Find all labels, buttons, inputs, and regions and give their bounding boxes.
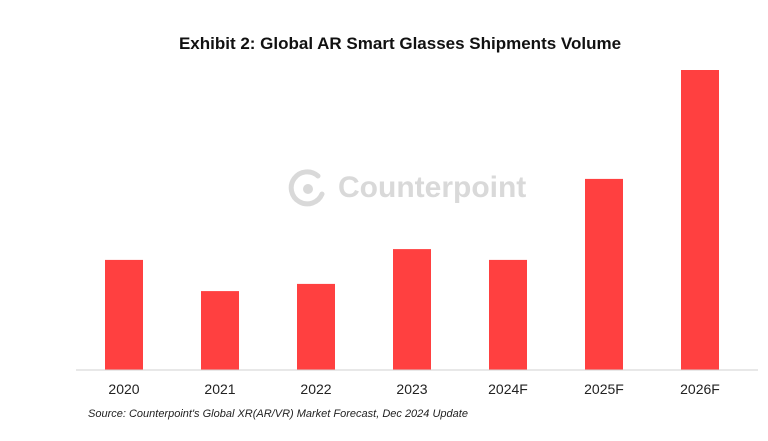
bar-2024F	[489, 259, 527, 370]
bar-2025F	[585, 178, 623, 370]
x-tick-label: 2026F	[680, 381, 720, 397]
x-tick-label: 2021	[204, 381, 235, 397]
watermark-text: Counterpoint	[338, 171, 527, 204]
source-note: Source: Counterpoint's Global XR(AR/VR) …	[88, 408, 468, 420]
x-tick-label: 2020	[108, 381, 139, 397]
bar-2023	[393, 249, 431, 370]
bar-2026F	[681, 70, 719, 370]
x-tick-label: 2022	[300, 381, 331, 397]
bar-2021	[201, 291, 239, 370]
bar-2020	[105, 259, 143, 370]
counterpoint-logo-icon	[288, 169, 325, 207]
x-tick-label: 2023	[396, 381, 427, 397]
watermark-logo: Counterpoint	[288, 168, 526, 208]
x-tick-label: 2025F	[584, 381, 624, 397]
chart-title: Exhibit 2: Global AR Smart Glasses Shipm…	[178, 34, 622, 53]
x-tick-label: 2024F	[488, 381, 528, 397]
bar-2022	[297, 283, 335, 370]
